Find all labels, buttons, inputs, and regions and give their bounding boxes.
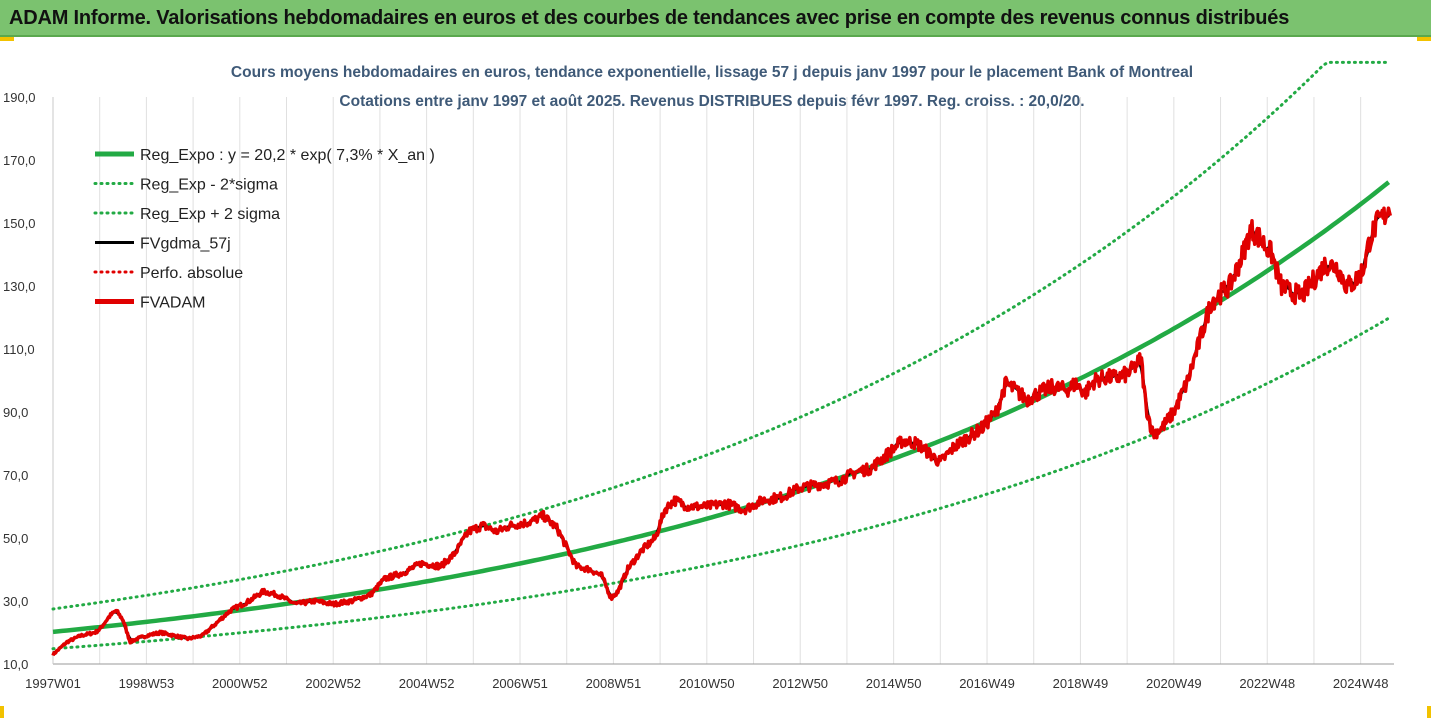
x-tick-label: 2008W51 xyxy=(586,676,642,691)
x-tick-label: 2018W49 xyxy=(1053,676,1109,691)
corner-marker-bottom-right xyxy=(1427,706,1431,718)
y-axis-ticks: 10,0 30,0 50,0 70,0 90,0 110,0 130,0 150,0 170,0… xyxy=(3,90,36,672)
header-title: ADAM Informe. Valorisations hebdomadaire… xyxy=(9,7,1290,29)
x-tick-label: 2024W48 xyxy=(1333,676,1389,691)
y-tick-label: 70,0 xyxy=(3,468,28,483)
legend-label: Perfo. absolue xyxy=(140,265,243,282)
y-tick-label: 190,0 xyxy=(3,90,36,105)
y-tick-label: 170,0 xyxy=(3,153,36,168)
grid-layer xyxy=(52,97,1362,664)
y-tick-label: 50,0 xyxy=(3,531,28,546)
corner-marker-top-right xyxy=(1417,37,1431,41)
corner-marker-top-left xyxy=(0,37,14,41)
chart-title: Cours moyens hebdomadaires en euros, ten… xyxy=(231,64,1193,81)
x-tick-label: 2014W50 xyxy=(866,676,922,691)
header-bar: ADAM Informe. Valorisations hebdomadaire… xyxy=(0,0,1431,37)
series-reg-plus-2sigma xyxy=(51,60,1391,611)
legend-label: Reg_Exp + 2 sigma xyxy=(140,206,280,223)
legend: Reg_Expo : y = 20,2 * exp( 7,3% * X_an )… xyxy=(93,147,435,312)
x-tick-label: 2012W50 xyxy=(772,676,828,691)
x-tick-label: 2022W48 xyxy=(1239,676,1295,691)
x-tick-label: 2002W52 xyxy=(305,676,361,691)
legend-label: Reg_Expo : y = 20,2 * exp( 7,3% * X_an ) xyxy=(140,147,435,164)
y-tick-label: 10,0 xyxy=(3,657,28,672)
x-axis-ticks: 1997W01 1998W53 2000W52 2002W52 2004W52 2006W… xyxy=(25,676,1388,691)
y-tick-label: 110,0 xyxy=(3,342,35,357)
legend-label: Reg_Exp - 2*sigma xyxy=(140,177,278,194)
series-reg-expo xyxy=(52,180,1391,635)
series-fvgdma-57j xyxy=(52,211,1392,655)
x-tick-label: 2016W49 xyxy=(959,676,1015,691)
legend-label: FVADAM xyxy=(140,295,205,312)
x-tick-label: 2000W52 xyxy=(212,676,268,691)
y-tick-label: 90,0 xyxy=(3,405,28,420)
series-reg-minus-2sigma xyxy=(51,316,1391,651)
x-tick-label: 2006W51 xyxy=(492,676,548,691)
series-fvadam xyxy=(51,206,1392,657)
chart-canvas: 10,0 30,0 50,0 70,0 90,0 110,0 130,0 150,0 170,0… xyxy=(3,60,1394,691)
series-layer xyxy=(51,60,1392,657)
chart-subtitle: Cotations entre janv 1997 et août 2025. … xyxy=(339,93,1084,110)
legend-label: FVgdma_57j xyxy=(140,236,231,253)
y-tick-label: 130,0 xyxy=(3,279,36,294)
corner-marker-bottom-left xyxy=(0,706,4,718)
y-tick-label: 150,0 xyxy=(3,216,36,231)
y-tick-label: 30,0 xyxy=(3,594,28,609)
x-tick-label: 2010W50 xyxy=(679,676,735,691)
x-tick-label: 2020W49 xyxy=(1146,676,1202,691)
x-tick-label: 1997W01 xyxy=(25,676,81,691)
x-tick-label: 2004W52 xyxy=(399,676,455,691)
x-tick-label: 1998W53 xyxy=(119,676,175,691)
